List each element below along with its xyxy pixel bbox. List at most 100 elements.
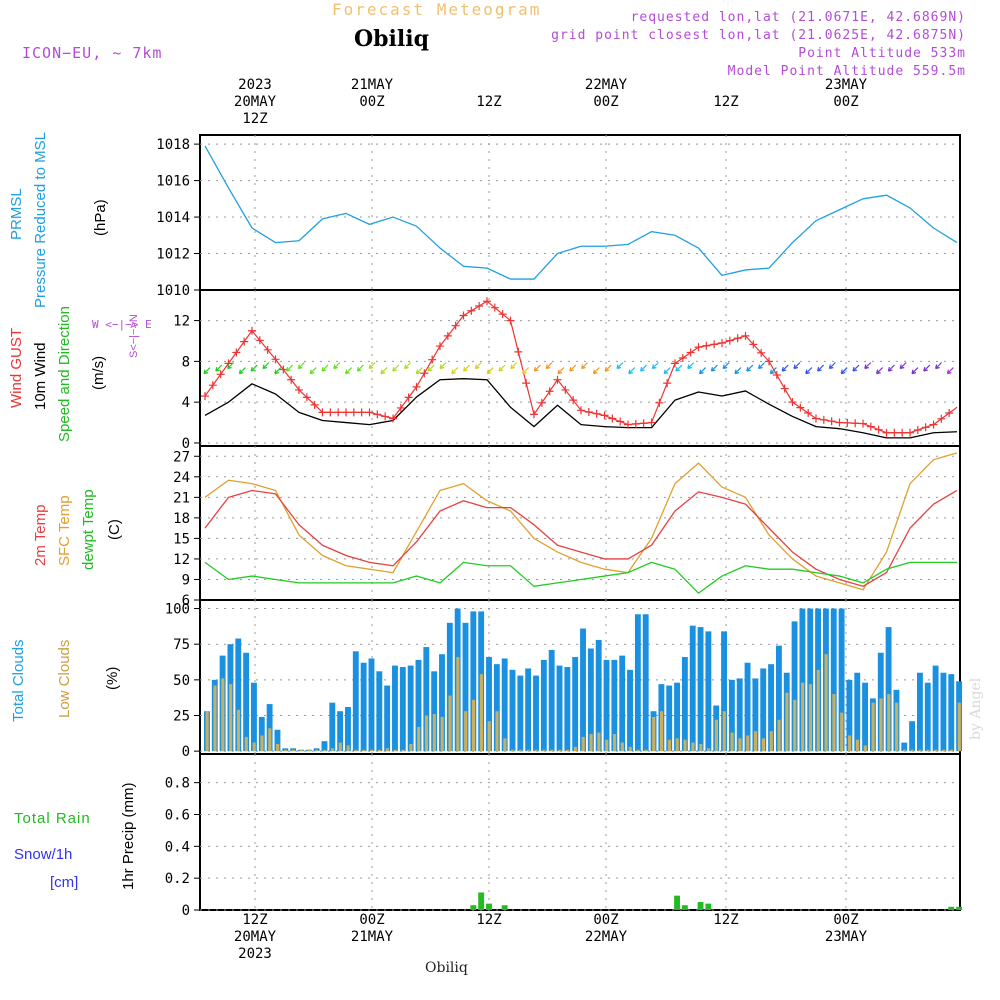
bar-low-cloud [276,744,280,752]
time-label-hour: 12Z [476,912,502,928]
tick-label-precip: 0.2 [165,871,190,887]
gust-marker [686,348,695,357]
gust-marker [843,418,852,427]
time-label-year: 2023 [238,77,272,93]
bar-total-cloud [901,742,908,752]
bar-low-cloud [464,711,468,752]
bar-low-cloud [409,744,413,752]
bar-low-cloud [534,749,538,752]
bar-total-cloud [705,631,712,752]
wind-arrow [793,362,801,370]
time-label-date: 21MAY [350,77,394,93]
panel-frame-precip [199,753,961,911]
gust-marker [890,428,899,437]
tick-label-pressure: 1018 [156,137,190,153]
bar-total-cloud [345,706,351,752]
bar-low-cloud [424,715,429,752]
bar-low-cloud [229,684,233,752]
requested-coords: requested lon,lat (21.0671E, 42.6869N) [630,10,966,25]
gust-marker [483,297,491,306]
bar-low-cloud [840,712,844,752]
bar-rain [948,906,955,910]
tick-label-temperature: 15 [173,531,190,547]
wind-arrow [746,364,754,372]
gust-marker [600,411,609,420]
bar-total-cloud [924,682,931,752]
bar-low-cloud [660,711,664,752]
gust-marker [522,379,531,388]
bar-low-cloud [761,738,765,752]
tick-label-wind: 0 [182,436,190,452]
wind-arrow [203,367,211,375]
wind-arrow [628,367,636,375]
bar-total-cloud [235,638,242,752]
bar-low-cloud [777,719,781,752]
bar-total-cloud [791,621,798,752]
wind-arrow [333,362,341,370]
tick-label-pressure: 1016 [156,174,190,190]
bar-low-cloud [785,692,789,752]
tick-label-pressure: 1014 [156,210,190,226]
bar-rain [478,892,485,910]
bar-low-cloud [949,749,954,752]
gust-marker [530,410,538,419]
bar-low-cloud [487,721,491,752]
time-label-hour: 00Z [833,94,859,110]
panel-frame-clouds [199,599,961,755]
gust-marker [772,370,781,379]
bar-total-cloud [501,658,508,752]
wind-arrow [758,362,766,370]
wind-arrow [486,367,494,375]
time-label-hour: 00Z [359,912,385,928]
bar-low-cloud [213,685,217,752]
bar-low-cloud [432,714,436,752]
bar-low-cloud [448,695,452,752]
wind-arrow [876,367,884,375]
chart-title: Forecast Meteogram [332,0,542,19]
bar-total-cloud [611,659,618,752]
wind-arrow [545,362,553,370]
wind-arrow [498,364,506,372]
bar-low-cloud [910,749,914,752]
tick-label-clouds: 0 [182,744,190,760]
bar-low-cloud [652,716,656,752]
gust-marker [569,396,578,405]
time-label-date: 21MAY [350,929,394,945]
bar-low-cloud [354,749,358,752]
bar-low-cloud [370,749,374,752]
time-label-date: 22MAY [584,929,628,945]
bar-total-cloud [266,704,273,752]
bar-low-cloud [628,746,632,752]
gust-marker [624,420,632,429]
snow-label: Snow/1h [14,846,73,863]
time-label-hour: 00Z [593,94,619,110]
bar-total-cloud [399,667,406,752]
wind-arrow [828,362,836,370]
bar-low-cloud [440,716,444,752]
tick-label-wind: 8 [182,354,190,370]
tick-label-pressure: 1010 [156,283,190,299]
bar-low-cloud [471,699,476,752]
gust-marker [365,408,374,417]
bar-total-cloud [384,685,391,752]
time-label-hour: 12Z [713,912,739,928]
bar-total-cloud [587,648,594,752]
bar-low-cloud [808,684,812,752]
bar-total-cloud [423,647,430,752]
wind-arrow [687,362,695,370]
gust-marker [835,418,844,427]
gust-marker [475,301,484,310]
wind-arrow [510,362,518,370]
gust-marker [263,345,272,354]
bar-total-cloud [439,654,445,752]
wind-arrow [840,367,848,375]
wind-arrow [887,364,895,372]
gust-marker [208,381,217,390]
station-name: Obiliq [354,26,430,52]
bar-total-cloud [862,682,869,752]
bar-low-cloud [824,654,828,752]
bar-total-cloud [807,608,814,752]
bar-total-cloud [830,608,837,752]
gust-marker [506,316,515,325]
